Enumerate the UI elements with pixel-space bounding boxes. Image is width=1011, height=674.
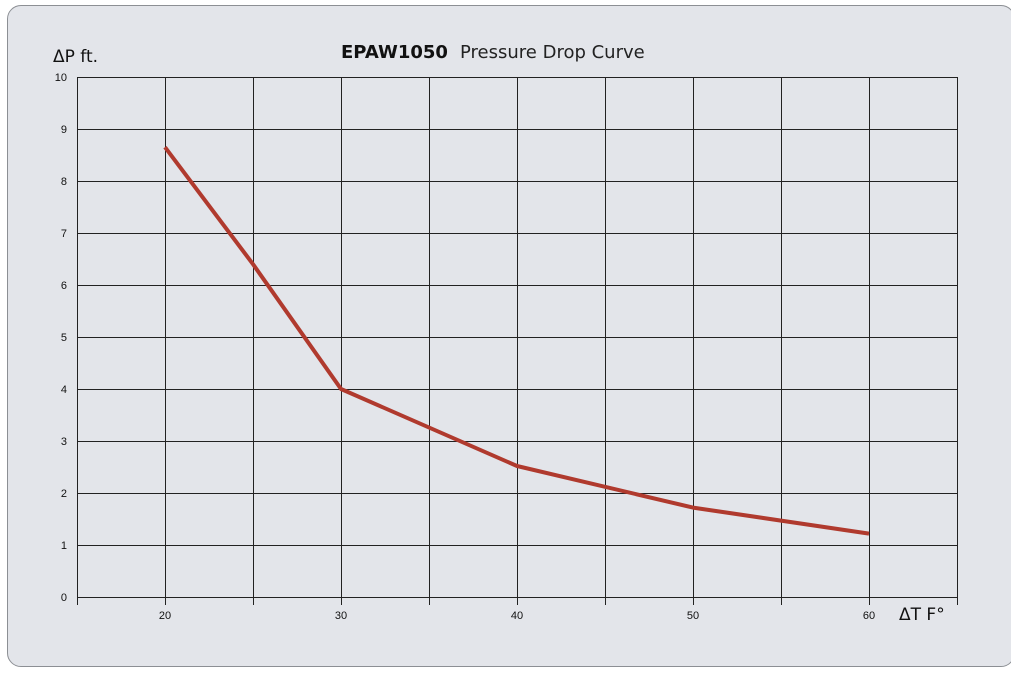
- y-tick-label: 10: [55, 72, 67, 84]
- y-axis-label: ΔP ft.: [53, 47, 98, 67]
- y-tick-label: 4: [61, 384, 67, 396]
- x-tick-label: 60: [863, 610, 875, 622]
- chart-subtitle: Pressure Drop Curve: [460, 42, 645, 63]
- y-tick-label: 5: [61, 332, 67, 344]
- axis-ticks: 0 1 2 3 4 5 6 7 8 9 10 20 30 40 50 60: [55, 72, 958, 622]
- x-tick-label: 20: [159, 610, 171, 622]
- y-tick-label: 2: [61, 488, 67, 500]
- y-tick-label: 6: [61, 280, 67, 292]
- y-tick-label: 7: [61, 228, 67, 240]
- series-group: [163, 145, 870, 536]
- y-tick-label: 9: [61, 124, 67, 136]
- y-tick-label: 8: [61, 176, 67, 188]
- chart-title: EPAW1050: [341, 42, 448, 63]
- grid: [77, 77, 958, 598]
- y-tick-label: 3: [61, 436, 67, 448]
- pressure-drop-line: [163, 145, 870, 536]
- chart-panel: [7, 5, 1011, 667]
- x-tick-label: 40: [511, 610, 523, 622]
- x-tick-label: 30: [335, 610, 347, 622]
- x-tick-label: 50: [687, 610, 699, 622]
- y-tick-label: 0: [61, 592, 67, 604]
- y-tick-label: 1: [61, 540, 67, 552]
- x-axis-label: ΔT F°: [899, 605, 945, 625]
